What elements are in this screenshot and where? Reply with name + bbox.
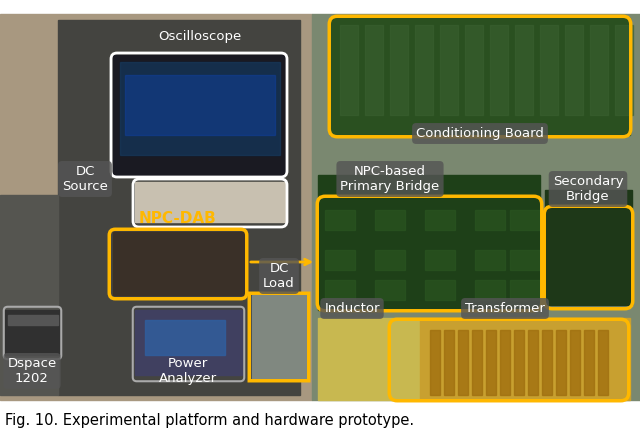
Text: Conditioning Board: Conditioning Board <box>416 127 544 140</box>
Bar <box>0 400 640 434</box>
Bar <box>584 330 594 395</box>
Bar <box>120 62 280 155</box>
Bar <box>472 330 482 395</box>
Bar <box>556 330 566 395</box>
Bar <box>510 250 540 270</box>
Bar <box>135 182 285 222</box>
Bar <box>475 280 505 300</box>
Bar <box>475 210 505 230</box>
Bar <box>545 190 632 305</box>
Bar <box>365 25 383 115</box>
Bar <box>515 25 533 115</box>
Bar <box>312 14 640 400</box>
Text: Secondary
Bridge: Secondary Bridge <box>553 175 623 203</box>
Bar <box>486 330 496 395</box>
Text: DC
Source: DC Source <box>62 165 108 193</box>
Bar <box>340 25 358 115</box>
Bar <box>425 280 455 300</box>
Bar <box>570 330 580 395</box>
Bar <box>318 318 420 400</box>
Bar <box>8 315 58 325</box>
Bar <box>514 330 524 395</box>
Bar <box>325 280 355 300</box>
Bar <box>420 318 630 400</box>
Bar <box>565 25 583 115</box>
Bar <box>415 25 433 115</box>
Text: Transformer: Transformer <box>465 302 545 315</box>
Bar <box>58 20 300 395</box>
Bar <box>325 210 355 230</box>
Bar <box>444 330 454 395</box>
Text: Fig. 10. Experimental platform and hardware prototype.: Fig. 10. Experimental platform and hardw… <box>5 412 414 427</box>
Bar <box>490 25 508 115</box>
Bar <box>540 25 558 115</box>
Bar <box>528 330 538 395</box>
Bar <box>135 310 242 375</box>
Bar <box>510 280 540 300</box>
Bar <box>125 75 275 135</box>
Bar <box>375 250 405 270</box>
Bar <box>458 330 468 395</box>
Bar <box>113 232 245 295</box>
Bar <box>375 280 405 300</box>
Bar <box>590 25 608 115</box>
Bar <box>113 55 285 175</box>
Text: NPC-based
Primary Bridge: NPC-based Primary Bridge <box>340 165 440 193</box>
Bar <box>425 250 455 270</box>
Bar <box>145 320 225 355</box>
Bar <box>425 210 455 230</box>
Bar <box>475 250 505 270</box>
Bar <box>440 25 458 115</box>
Bar <box>318 175 540 310</box>
Text: Dspace
1202: Dspace 1202 <box>8 357 56 385</box>
Bar <box>542 330 552 395</box>
Bar <box>0 14 312 400</box>
Text: Oscilloscope: Oscilloscope <box>158 30 242 43</box>
Bar <box>500 330 510 395</box>
Bar <box>598 330 608 395</box>
Bar <box>0 195 58 395</box>
Bar <box>390 25 408 115</box>
Bar <box>375 210 405 230</box>
Text: Power
Analyzer: Power Analyzer <box>159 357 217 385</box>
Text: NPC-DAB: NPC-DAB <box>139 211 217 226</box>
Bar <box>5 310 60 355</box>
Text: DC
Load: DC Load <box>263 262 295 290</box>
Bar <box>252 295 308 380</box>
Bar <box>330 18 630 135</box>
Bar <box>465 25 483 115</box>
Bar <box>325 250 355 270</box>
Bar <box>510 210 540 230</box>
Text: Inductor: Inductor <box>324 302 380 315</box>
Bar <box>615 25 633 115</box>
Bar <box>120 62 280 155</box>
Bar <box>430 330 440 395</box>
